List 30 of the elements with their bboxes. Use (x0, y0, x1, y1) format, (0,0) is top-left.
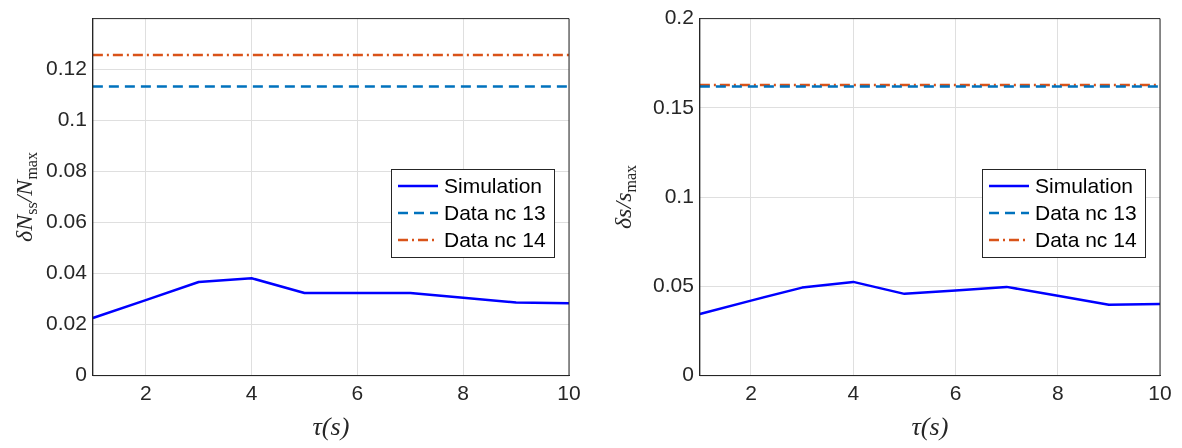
x-tick-label: 2 (745, 381, 757, 404)
legend-label: Data nc 14 (444, 228, 546, 253)
y-tick-label: 0.08 (46, 158, 87, 182)
legend-label: Data nc 14 (1035, 228, 1137, 253)
y-tick-label: 0.1 (664, 183, 694, 207)
y-tick-label: 0 (75, 362, 87, 386)
x-tick-label: 10 (1148, 381, 1172, 404)
y-tick-label: 0 (682, 362, 694, 386)
x-axis-title: τ(s) (312, 412, 350, 442)
x-tick-label: 10 (557, 381, 581, 404)
y-tick-label: 0.02 (46, 311, 87, 335)
x-tick-label: 6 (351, 381, 364, 404)
y-tick-label: 0.2 (664, 5, 694, 29)
x-tick-label: 8 (1051, 381, 1064, 404)
legend-label: Data nc 13 (444, 201, 546, 226)
x-axis-title: τ(s) (911, 412, 949, 442)
x-tick-label: 8 (457, 381, 470, 404)
y-tick-label: 0.12 (46, 56, 87, 80)
y-tick-label: 0.05 (653, 273, 694, 297)
y-tick-label: 0.15 (653, 94, 694, 118)
x-tick-label: 6 (949, 381, 962, 404)
y-tick-label: 0.06 (46, 209, 87, 233)
y-tick-label: 0.04 (46, 260, 88, 284)
legend-label: Simulation (444, 174, 543, 199)
x-tick-label: 4 (245, 381, 258, 404)
y-tick-label: 0.1 (57, 107, 87, 131)
legend-label: Data nc 13 (1035, 201, 1137, 226)
x-tick-label: 2 (139, 381, 152, 404)
legend-label: Simulation (1035, 174, 1134, 199)
x-tick-label: 4 (847, 381, 860, 404)
